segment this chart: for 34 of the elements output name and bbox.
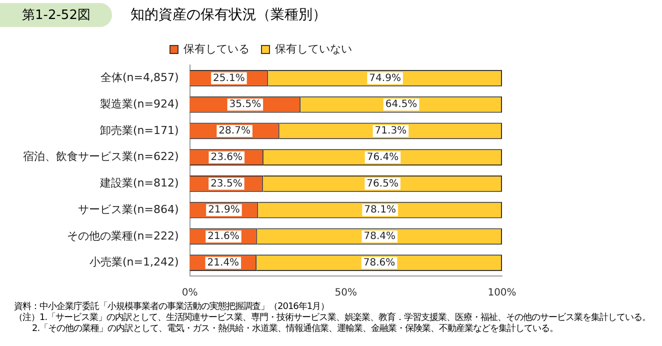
data-label: 35.5% bbox=[229, 99, 262, 110]
y-tick-label: 製造業(n=924) bbox=[100, 97, 179, 110]
data-label: 23.5% bbox=[210, 178, 242, 190]
data-label: 78.1% bbox=[364, 204, 396, 216]
data-label: 74.9% bbox=[369, 72, 401, 84]
text: 第1-2-52図 bbox=[0, 3, 112, 27]
data-label: 21.9% bbox=[208, 204, 240, 216]
y-tick-label: 卸売業(n=171) bbox=[100, 124, 179, 137]
data-label: 21.6% bbox=[208, 231, 240, 242]
data-label: 71.3% bbox=[374, 126, 407, 137]
y-tick-label: 小売業(n=1,242) bbox=[90, 256, 179, 269]
data-label: 78.6% bbox=[363, 257, 396, 268]
data-label: 78.4% bbox=[364, 231, 396, 242]
x-tick-label: 0% bbox=[182, 288, 198, 299]
text: （注）1.「サービス業」の内訳として、生活関連サービス業、専門・技術サービス業、娯楽業、教育．学習支援業、医療・福祉、その他のサービス業を集計している。 bbox=[14, 313, 652, 324]
legend-label: 保有している bbox=[184, 42, 250, 56]
data-label: 25.1% bbox=[213, 72, 245, 84]
x-tick-label: 100% bbox=[488, 288, 516, 299]
data-label: 64.5% bbox=[385, 99, 418, 110]
text: 2.「その他の業種」の内訳として、電気・ガス・熱供給・水道業、情報通信業、運輸業、金融業・保険業、不動産業などを集計している。 bbox=[31, 324, 560, 335]
y-tick-label: 宿泊、飲食サービス業(n=622) bbox=[22, 150, 179, 164]
data-label: 28.7% bbox=[218, 126, 250, 137]
y-tick-label: 全体(n=4,857) bbox=[100, 71, 179, 84]
y-tick-label: その他の業種(n=222) bbox=[66, 229, 179, 242]
data-label: 76.5% bbox=[366, 178, 398, 190]
chart-title: 知的資産の保有状況（業種別） bbox=[130, 6, 326, 24]
data-label: 76.4% bbox=[366, 152, 399, 163]
legend-label: 保有していない bbox=[275, 42, 352, 56]
text: 資料：中小企業庁委託「小規模事業者の事業活動の実態把握調査」（2016年1月） bbox=[14, 302, 330, 312]
data-label: 21.4% bbox=[207, 257, 240, 268]
y-tick-label: サービス業(n=864) bbox=[78, 202, 179, 216]
y-tick-label: 建設業(n=812) bbox=[98, 176, 179, 190]
data-label: 23.6% bbox=[210, 152, 242, 163]
x-tick-label: 50% bbox=[334, 288, 357, 299]
